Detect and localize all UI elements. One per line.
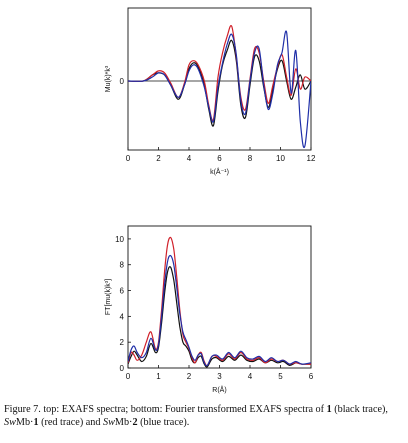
caption-text: Mb· bbox=[15, 416, 34, 428]
x-tick-label: 1 bbox=[156, 372, 161, 381]
caption-text: Mb· bbox=[114, 416, 133, 428]
x-tick-label: 0 bbox=[126, 154, 131, 163]
caption-compound-2: 2 bbox=[132, 416, 138, 428]
y-axis-label: Mu(k)*k³ bbox=[105, 65, 112, 92]
x-tick-label: 6 bbox=[309, 372, 314, 381]
x-axis-label: k(Å⁻¹) bbox=[210, 167, 229, 176]
caption-species: Sw bbox=[103, 416, 115, 428]
series-line-1 bbox=[128, 39, 311, 127]
x-tick-label: 6 bbox=[217, 154, 222, 163]
y-tick-label: 4 bbox=[120, 312, 125, 321]
x-tick-label: 2 bbox=[156, 154, 161, 163]
exafs-chart: 0 2 4 6 8 10 12 0 k(Å⁻¹) Mu(k)*k³ bbox=[105, 7, 316, 176]
y-tick-label: 6 bbox=[120, 287, 125, 296]
x-tick-label: 0 bbox=[126, 372, 131, 381]
y-tick-label: 8 bbox=[120, 261, 125, 270]
caption-compound-1: 1 bbox=[33, 416, 39, 428]
x-tick-label: 8 bbox=[248, 154, 253, 163]
caption-compound-1: 1 bbox=[326, 404, 332, 415]
x-axis-label: R(Å) bbox=[212, 385, 226, 394]
caption-text: (red trace) and bbox=[38, 416, 104, 428]
x-tick-label: 4 bbox=[248, 372, 253, 381]
caption-species: Sw bbox=[4, 416, 16, 428]
x-tick-label: 2 bbox=[187, 372, 192, 381]
x-tick-label: 4 bbox=[187, 154, 192, 163]
x-tick-label: 12 bbox=[307, 154, 316, 163]
series-line-3 bbox=[128, 30, 311, 149]
y-tick-label: 10 bbox=[115, 235, 124, 244]
y-axis-label: FT[mu(k)k³] bbox=[105, 279, 112, 315]
y-tick-label: 0 bbox=[120, 364, 125, 373]
figure-caption: Figure 7. top: EXAFS spectra; bottom: Fo… bbox=[4, 404, 404, 429]
series-line-3 bbox=[128, 254, 311, 367]
x-tick-label: 10 bbox=[276, 154, 285, 163]
x-tick-label: 3 bbox=[217, 372, 222, 381]
plot-frame bbox=[127, 225, 312, 369]
ft-exafs-chart: 0 1 2 3 4 5 6 0 2 4 6 8 10 R(Å) FT[mu(k)k³] bbox=[105, 225, 314, 394]
series-line-2 bbox=[128, 236, 311, 367]
series-line-1 bbox=[128, 266, 311, 368]
caption-text: (blue trace). bbox=[137, 416, 190, 428]
caption-text: Figure 7. top: EXAFS spectra; bottom: Fo… bbox=[4, 404, 327, 415]
y-tick-label: 2 bbox=[120, 338, 125, 347]
y-tick-label: 0 bbox=[120, 77, 125, 86]
caption-text: (black trace), bbox=[331, 404, 388, 415]
x-tick-label: 5 bbox=[278, 372, 283, 381]
